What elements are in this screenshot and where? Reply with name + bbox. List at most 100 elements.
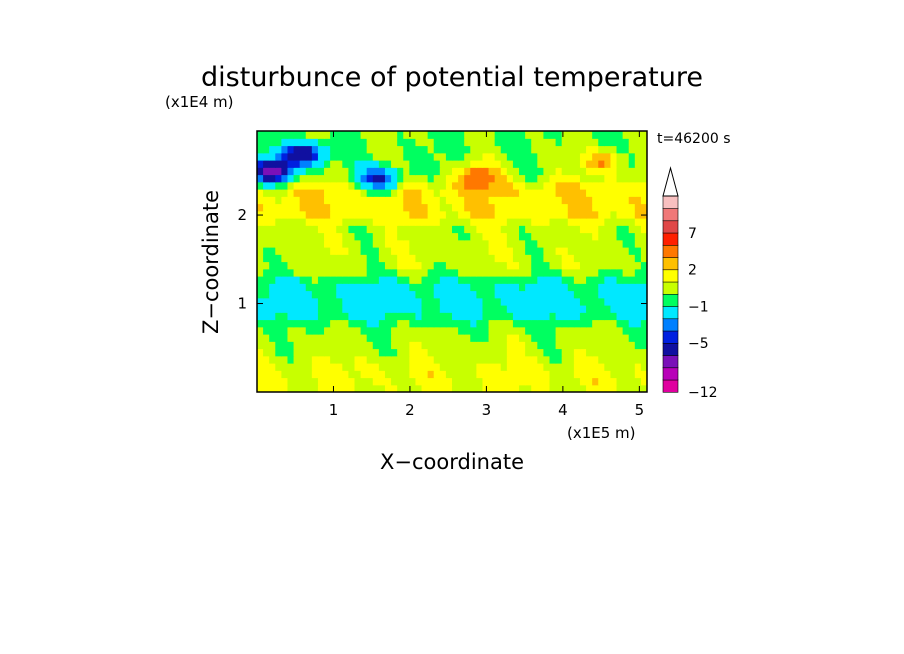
- heatmap-cell: [604, 225, 612, 234]
- colorbar-swatch: [662, 195, 679, 209]
- heatmap-cell: [439, 319, 447, 328]
- colorbar-swatch: [662, 318, 679, 332]
- heatmap-cell: [592, 312, 599, 321]
- heatmap-cell: [561, 290, 569, 299]
- heatmap-cell: [317, 254, 325, 263]
- heatmap-cell: [403, 261, 410, 270]
- heatmap-cell: [378, 326, 386, 335]
- heatmap-cell: [433, 348, 441, 357]
- heatmap-cell: [531, 247, 538, 255]
- heatmap-cell: [506, 218, 514, 226]
- heatmap-cell: [275, 189, 282, 197]
- heatmap-cell: [330, 225, 337, 234]
- heatmap-cell: [354, 319, 362, 328]
- heatmap-cell: [598, 174, 605, 183]
- heatmap-cell: [555, 160, 563, 168]
- heatmap-cell: [531, 189, 538, 197]
- heatmap-cell: [311, 312, 319, 321]
- heatmap-cell: [336, 326, 343, 335]
- x-tick-label: 5: [635, 401, 645, 419]
- heatmap-cell: [421, 363, 429, 371]
- heatmap-cell: [555, 377, 563, 386]
- heatmap-cell: [445, 312, 453, 321]
- heatmap-cell: [366, 181, 374, 190]
- heatmap-cell: [549, 145, 557, 154]
- heatmap-cell: [512, 290, 520, 299]
- heatmap-cell: [330, 370, 337, 379]
- heatmap-cell: [305, 218, 313, 226]
- heatmap-cell: [531, 196, 538, 205]
- heatmap-cell: [348, 181, 356, 190]
- heatmap-cell: [470, 283, 477, 292]
- heatmap-cell: [439, 210, 447, 219]
- heatmap-cell: [604, 326, 612, 335]
- heatmap-cell: [579, 196, 587, 205]
- heatmap-cell: [439, 305, 447, 313]
- heatmap-cell: [336, 145, 343, 154]
- heatmap-cell: [433, 239, 441, 248]
- heatmap-cell: [549, 225, 557, 234]
- heatmap-cell: [506, 145, 514, 154]
- heatmap-cell: [397, 276, 404, 284]
- heatmap-cell: [452, 232, 459, 241]
- heatmap-cell: [299, 196, 307, 205]
- heatmap-cell: [512, 131, 520, 139]
- heatmap-cell: [439, 261, 447, 270]
- heatmap-cell: [470, 348, 477, 357]
- heatmap-cell: [470, 232, 477, 241]
- heatmap-cell: [445, 145, 453, 154]
- heatmap-cell: [604, 189, 612, 197]
- heatmap-cell: [281, 196, 289, 205]
- heatmap-cell: [269, 145, 276, 154]
- heatmap-cell: [348, 348, 356, 357]
- heatmap-cell: [525, 297, 532, 306]
- heatmap-cell: [348, 363, 356, 371]
- heatmap-cell: [579, 283, 587, 292]
- heatmap-cell: [281, 218, 289, 226]
- heatmap-cell: [537, 131, 544, 139]
- heatmap-cell: [299, 138, 307, 147]
- heatmap-cell: [482, 145, 490, 154]
- heatmap-cell: [384, 131, 392, 139]
- heatmap-cell: [366, 312, 374, 321]
- heatmap-cell: [342, 290, 349, 299]
- heatmap-cell: [445, 348, 453, 357]
- heatmap-cell: [391, 239, 398, 248]
- heatmap-cell: [372, 160, 380, 168]
- heatmap-cell: [622, 297, 630, 306]
- heatmap-cell: [281, 305, 289, 313]
- heatmap-cell: [610, 355, 618, 364]
- heatmap-cell: [458, 326, 465, 335]
- heatmap-cell: [397, 268, 404, 277]
- heatmap-cell: [458, 254, 465, 263]
- heatmap-cell: [482, 131, 490, 139]
- heatmap-cell: [500, 160, 508, 168]
- heatmap-cell: [634, 297, 642, 306]
- heatmap-cell: [512, 152, 520, 161]
- heatmap-cell: [269, 225, 276, 234]
- heatmap-cell: [263, 348, 270, 357]
- heatmap-cell: [415, 384, 423, 392]
- heatmap-cell: [348, 138, 356, 147]
- heatmap-cell: [269, 283, 276, 292]
- heatmap-cell: [305, 341, 313, 350]
- heatmap-cell: [452, 145, 459, 154]
- heatmap-cell: [519, 334, 526, 342]
- heatmap-cell: [372, 370, 380, 379]
- heatmap-cell: [433, 355, 441, 364]
- heatmap-cell: [555, 232, 563, 241]
- heatmap-cell: [330, 138, 337, 147]
- heatmap-cell: [324, 196, 331, 205]
- heatmap-cell: [488, 152, 496, 161]
- heatmap-cell: [263, 377, 270, 386]
- heatmap-cell: [330, 283, 337, 292]
- heatmap-cell: [293, 319, 301, 328]
- heatmap-cell: [287, 290, 295, 299]
- heatmap-cell: [549, 247, 557, 255]
- heatmap-cell: [336, 377, 343, 386]
- heatmap-cell: [275, 145, 282, 154]
- heatmap-cell: [378, 152, 386, 161]
- heatmap-cell: [579, 152, 587, 161]
- heatmap-cell: [512, 297, 520, 306]
- heatmap-cell: [464, 247, 471, 255]
